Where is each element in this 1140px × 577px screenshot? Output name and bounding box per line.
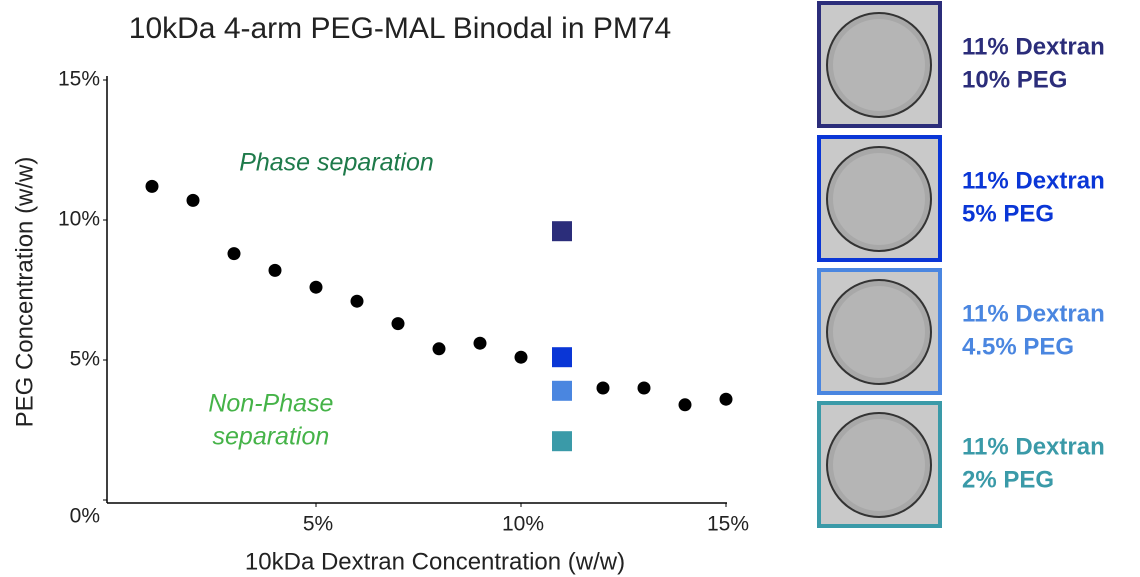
- panel-label: 10% PEG: [962, 66, 1067, 93]
- dot-point: [309, 280, 323, 294]
- dot-point: [514, 350, 528, 364]
- annotation: Non-Phase: [208, 389, 333, 417]
- square-point: [552, 431, 572, 452]
- chart-title: 10kDa 4-arm PEG-MAL Binodal in PM74: [129, 12, 671, 45]
- dot-point: [678, 398, 692, 412]
- dot-point: [473, 336, 487, 350]
- y-tick-label: 0%: [70, 505, 100, 528]
- panel-label: 11% Dextran: [962, 433, 1105, 460]
- dot-point: [432, 342, 446, 356]
- dot-point: [227, 247, 241, 261]
- dot-point: [596, 381, 610, 395]
- square-point: [552, 380, 572, 401]
- dot-point: [268, 263, 282, 277]
- dot-point: [350, 294, 364, 308]
- dot-point: [186, 193, 200, 207]
- dot-point: [145, 179, 159, 193]
- droplet-inner: [833, 286, 925, 378]
- y-tick-label: 15%: [58, 68, 100, 91]
- droplet-inner: [833, 19, 925, 111]
- annotation: Phase separation: [239, 149, 434, 177]
- x-tick-label: 10%: [502, 513, 544, 536]
- dot-point: [719, 392, 733, 406]
- square-point: [552, 347, 572, 368]
- dot-point: [637, 381, 651, 395]
- x-axis-label: 10kDa Dextran Concentration (w/w): [245, 548, 625, 575]
- droplet-inner: [833, 153, 925, 245]
- y-tick-label: 10%: [58, 208, 100, 231]
- dot-point: [391, 317, 405, 331]
- droplet-inner: [833, 419, 925, 511]
- panel-label: 5% PEG: [962, 200, 1054, 227]
- y-tick-label: 5%: [70, 348, 100, 371]
- annotation: separation: [213, 422, 330, 450]
- x-tick-label: 5%: [303, 513, 333, 536]
- panel-label: 2% PEG: [962, 466, 1054, 493]
- square-point: [552, 221, 572, 242]
- panel-label: 11% Dextran: [962, 167, 1105, 194]
- y-axis-label: PEG Concentration (w/w): [11, 157, 38, 428]
- panel-label: 11% Dextran: [962, 300, 1105, 327]
- x-tick-label: 15%: [707, 513, 749, 536]
- panel-label: 11% Dextran: [962, 33, 1105, 60]
- panel-label: 4.5% PEG: [962, 333, 1074, 360]
